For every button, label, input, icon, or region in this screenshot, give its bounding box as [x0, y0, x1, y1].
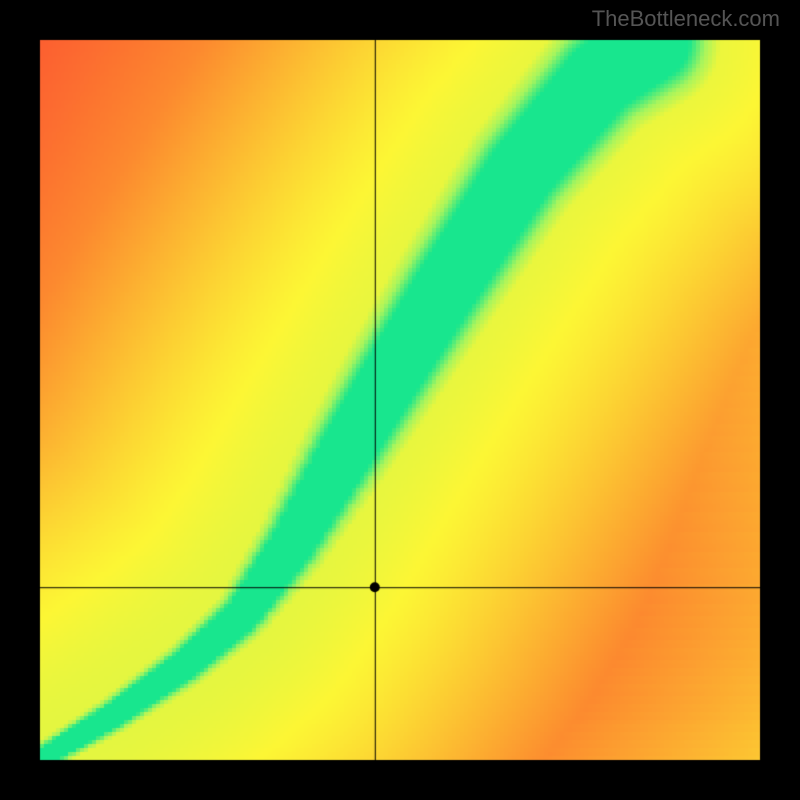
chart-container: TheBottleneck.com: [0, 0, 800, 800]
heatmap-canvas: [0, 0, 800, 800]
watermark-text: TheBottleneck.com: [592, 6, 780, 32]
